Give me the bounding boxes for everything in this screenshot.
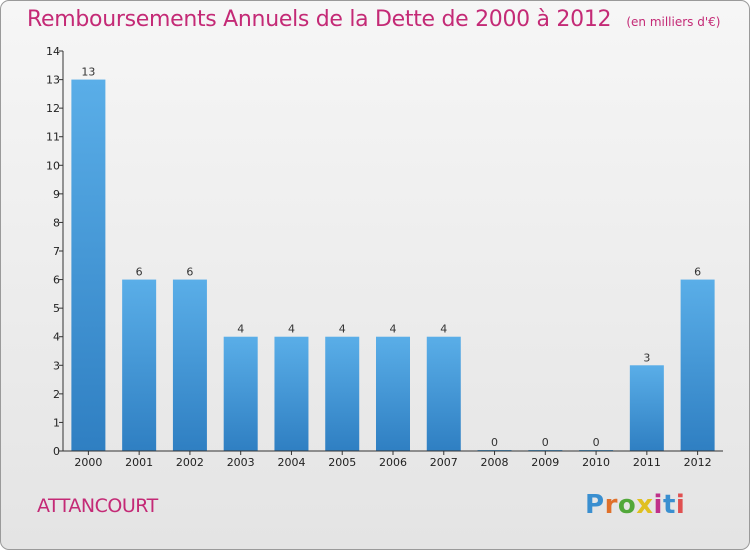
commune-name: ATTANCOURT [37,495,158,517]
bar-value-label: 3 [643,351,650,364]
x-tick-label: 2011 [633,456,661,469]
bar-2002 [172,279,207,451]
bar-2005 [325,336,360,451]
chart-title: Remboursements Annuels de la Dette de 20… [27,7,612,32]
x-tick-label: 2008 [481,456,509,469]
logo-letter: i [675,490,686,520]
y-tick-label: 10 [46,159,60,172]
y-tick-label: 3 [53,359,60,372]
bar-value-label: 4 [339,323,346,336]
bar-2000 [71,79,106,452]
bar-value-label: 6 [694,266,701,279]
y-tick-label: 8 [53,216,60,229]
x-tick-label: 2002 [176,456,204,469]
x-tick-label: 2009 [531,456,559,469]
bar-value-label: 6 [186,266,193,279]
bar-value-label: 4 [237,323,244,336]
bar-value-label: 4 [440,323,447,336]
logo-letter: i [653,490,663,520]
bars-group: 13 6 6 4 4 4 4 4 0 0 0 3 6 [71,66,715,452]
x-tick-label: 2007 [430,456,458,469]
bar-value-label: 0 [542,436,549,449]
x-tick-label: 2003 [227,456,255,469]
bar-value-label: 6 [136,266,143,279]
y-tick-label: 14 [46,45,60,58]
bar-2011 [629,365,664,451]
bar-value-label: 4 [390,323,397,336]
chart-title-block: Remboursements Annuels de la Dette de 20… [27,7,720,32]
bar-2004 [274,336,309,451]
bar-value-label: 13 [81,66,95,79]
y-tick-label: 4 [53,331,60,344]
logo-letter: o [617,490,637,520]
bar-2007 [426,336,461,451]
y-tick-label: 11 [46,131,60,144]
y-tick-label: 9 [53,188,60,201]
x-tick-label: 2000 [74,456,102,469]
bar-2012 [680,279,715,451]
x-tick-label: 2010 [582,456,610,469]
bar-2001 [122,279,157,451]
bar-value-label: 0 [593,436,600,449]
x-axis: 2000 2001 2002 2003 2004 2005 2006 2007 2008 2009… [63,450,723,469]
x-tick-label: 2004 [277,456,305,469]
y-tick-label: 5 [53,302,60,315]
y-tick-label: 12 [46,102,60,115]
chart-subtitle: (en milliers d'€) [626,15,721,29]
bar-value-label: 4 [288,323,295,336]
y-tick-label: 2 [53,388,60,401]
bar-2006 [376,336,410,451]
y-tick-label: 7 [53,245,60,258]
logo-letter: x [636,490,654,520]
proxiti-logo: Proxiti [585,490,685,520]
x-tick-label: 2001 [125,456,153,469]
x-tick-label: 2006 [379,456,407,469]
bar-value-label: 0 [491,436,498,449]
y-tick-label: 0 [53,445,60,458]
y-tick-label: 1 [53,416,60,429]
y-tick-label: 13 [46,74,60,87]
logo-letter: P [585,490,605,520]
y-tick-label: 6 [53,274,60,287]
x-tick-label: 2005 [328,456,356,469]
x-tick-label: 2012 [684,456,712,469]
logo-letter: t [662,490,676,520]
logo-letter: r [604,490,618,520]
bar-2003 [223,336,258,451]
